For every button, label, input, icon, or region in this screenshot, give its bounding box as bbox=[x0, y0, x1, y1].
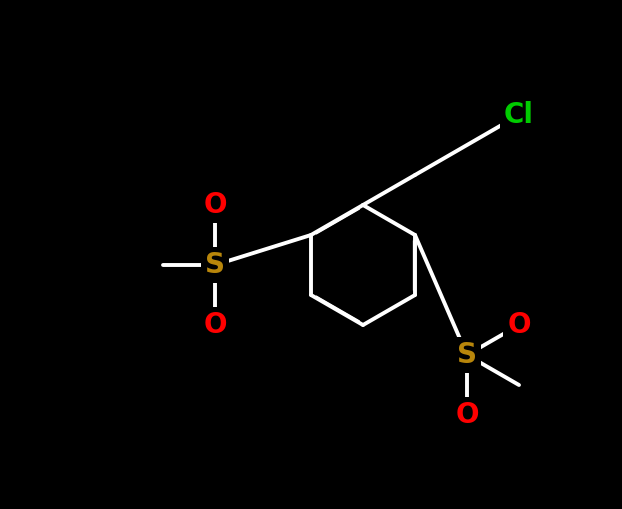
Text: O: O bbox=[203, 311, 227, 339]
Text: O: O bbox=[203, 191, 227, 219]
Text: S: S bbox=[205, 251, 225, 279]
Text: S: S bbox=[457, 341, 477, 369]
Text: O: O bbox=[455, 401, 479, 429]
Text: O: O bbox=[508, 311, 531, 339]
Text: Cl: Cl bbox=[504, 101, 534, 129]
